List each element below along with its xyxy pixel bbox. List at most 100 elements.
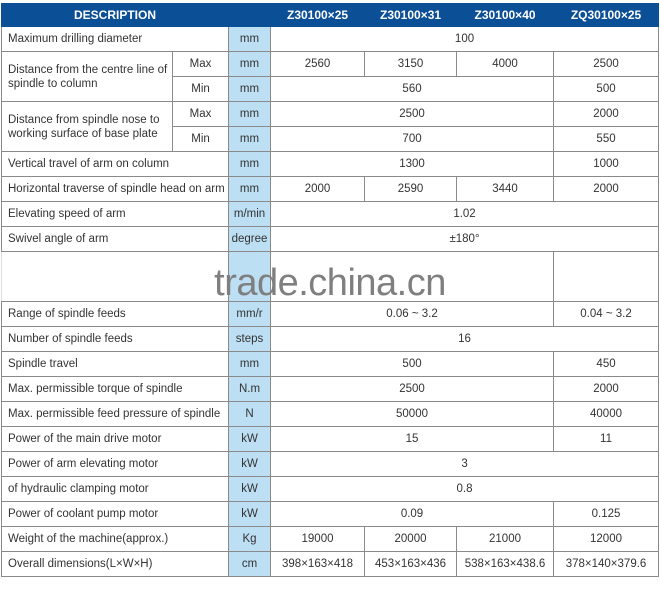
unit-cell: mm — [228, 26, 272, 52]
blank-cell — [0, 251, 230, 302]
value-cell: 0.09 — [270, 501, 555, 527]
header-unit — [228, 3, 272, 27]
spec-table: DESCRIPTION Z30100×25 Z30100×31 Z30100×4… — [0, 3, 660, 577]
header-model-4: ZQ30100×25 — [553, 3, 660, 27]
value-cell: 538×163×438.6 — [456, 551, 555, 577]
unit-cell: mm — [228, 76, 272, 102]
value-cell: 0.06 ~ 3.2 — [270, 301, 555, 327]
value-cell: 2000 — [553, 101, 660, 127]
table-row: Max. permissible torque of spindle N.m 250… — [0, 376, 660, 402]
unit-cell: degree — [228, 226, 272, 252]
row-label: Elevating speed of arm — [0, 201, 230, 227]
value-cell: 4000 — [456, 51, 555, 77]
value-cell: 2590 — [364, 176, 458, 202]
unit-cell: mm/r — [228, 301, 272, 327]
unit-cell: N — [228, 401, 272, 427]
table-row: Distance from spindle nose to working su… — [1, 101, 660, 152]
value-cell: 2000 — [553, 376, 660, 402]
header-description: DESCRIPTION — [0, 3, 230, 27]
table-row: Horizontal traverse of spindle head on a… — [0, 176, 660, 202]
sub-label: Max — [171, 101, 230, 127]
table-row: Number of spindle feeds steps 16 — [0, 326, 660, 352]
row-label: Spindle travel — [0, 351, 230, 377]
unit-cell: kW — [228, 501, 272, 527]
unit-cell: mm — [228, 126, 272, 152]
value-cell: 500 — [553, 76, 660, 102]
row-label: Power of arm elevating motor — [0, 451, 230, 477]
value-cell: 550 — [553, 126, 660, 152]
value-cell: 0.125 — [553, 501, 660, 527]
watermark-band — [0, 251, 660, 302]
table-row: of hydraulic clamping motor kW 0.8 — [0, 476, 660, 502]
table-row: Swivel angle of arm degree ±180° — [0, 226, 660, 252]
value-cell: 1000 — [553, 151, 660, 177]
table-row: Power of coolant pump motor kW 0.09 0.125 — [0, 501, 660, 527]
unit-cell: steps — [228, 326, 272, 352]
value-cell: 398×163×418 — [270, 551, 366, 577]
value-cell: 3150 — [364, 51, 458, 77]
value-cell: 560 — [270, 76, 555, 102]
value-cell: 2560 — [270, 51, 366, 77]
value-cell: 1.02 — [270, 201, 660, 227]
value-cell: 0.8 — [270, 476, 660, 502]
row-label: Range of spindle feeds — [0, 301, 230, 327]
value-cell: 2500 — [270, 376, 555, 402]
sub-label: Min — [171, 76, 230, 102]
unit-cell: mm — [228, 101, 272, 127]
table-row: Distance from the centre line of spindle… — [1, 51, 660, 102]
table-row: Overall dimensions(L×W×H) cm 398×163×418 45… — [0, 551, 660, 577]
value-cell: 12000 — [553, 526, 660, 552]
value-cell: 500 — [270, 351, 555, 377]
value-cell: 453×163×436 — [364, 551, 458, 577]
row-label: Weight of the machine(approx.) — [0, 526, 230, 552]
sub-label: Min — [171, 126, 230, 152]
unit-cell: N.m — [228, 376, 272, 402]
header-row: DESCRIPTION Z30100×25 Z30100×31 Z30100×4… — [0, 3, 660, 27]
value-cell: 0.04 ~ 3.2 — [553, 301, 660, 327]
table-row: Maximum drilling diameter mm 100 — [0, 26, 660, 52]
unit-cell: m/min — [228, 201, 272, 227]
row-label: of hydraulic clamping motor — [0, 476, 230, 502]
value-cell: 3 — [270, 451, 660, 477]
blank-cell — [553, 251, 660, 302]
table-row: Power of the main drive motor kW 15 11 — [0, 426, 660, 452]
row-label: Number of spindle feeds — [0, 326, 230, 352]
value-cell: 15 — [270, 426, 555, 452]
value-cell: 2500 — [270, 101, 555, 127]
unit-cell: mm — [228, 51, 272, 77]
blank-cell — [270, 251, 555, 302]
unit-cell: mm — [228, 351, 272, 377]
table-row: Weight of the machine(approx.) Kg 19000 200… — [0, 526, 660, 552]
row-label: Maximum drilling diameter — [0, 26, 230, 52]
value-cell: 3440 — [456, 176, 555, 202]
table-row: Min mm 700 550 — [2, 126, 660, 152]
value-cell: 11 — [553, 426, 660, 452]
value-cell: 21000 — [456, 526, 555, 552]
value-cell: 450 — [553, 351, 660, 377]
value-cell: 2000 — [270, 176, 366, 202]
header-model-2: Z30100×31 — [364, 3, 458, 27]
header-model-3: Z30100×40 — [456, 3, 555, 27]
value-cell: 16 — [270, 326, 660, 352]
row-label: Vertical travel of arm on column — [0, 151, 230, 177]
value-cell: 19000 — [270, 526, 366, 552]
value-cell: 378×140×379.6 — [553, 551, 660, 577]
table-row: Range of spindle feeds mm/r 0.06 ~ 3.2 0.04… — [0, 301, 660, 327]
unit-cell: kW — [228, 451, 272, 477]
row-label: Distance from spindle nose to working su… — [1, 101, 173, 152]
value-cell: 2500 — [553, 51, 660, 77]
row-label: Distance from the centre line of spindle… — [1, 51, 173, 102]
unit-cell: kW — [228, 476, 272, 502]
unit-cell: Kg — [228, 526, 272, 552]
value-cell: 50000 — [270, 401, 555, 427]
row-label: Power of coolant pump motor — [0, 501, 230, 527]
row-label: Power of the main drive motor — [0, 426, 230, 452]
unit-cell: kW — [228, 426, 272, 452]
unit-cell: cm — [228, 551, 272, 577]
table-row: Vertical travel of arm on column mm 1300 10… — [0, 151, 660, 177]
value-cell: 20000 — [364, 526, 458, 552]
value-cell: 40000 — [553, 401, 660, 427]
table-row: Min mm 560 500 — [2, 76, 660, 102]
table-row: Spindle travel mm 500 450 — [0, 351, 660, 377]
blank-unit-cell — [228, 251, 272, 302]
